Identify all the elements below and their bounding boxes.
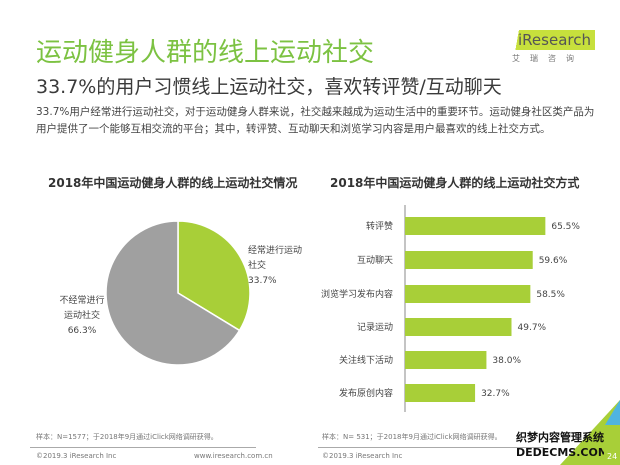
bar: [405, 384, 476, 402]
copyright-left: ©2019.3 iResearch Inc: [36, 452, 117, 460]
bar-value-label: 32.7%: [481, 389, 510, 399]
bar-category-label: 转评赞: [366, 220, 393, 232]
page-subtitle: 33.7%的用户习惯线上运动社交，喜欢转评赞/互动聊天: [36, 76, 502, 98]
bar-category-label: 发布原创内容: [339, 387, 393, 399]
page-number: 24: [607, 452, 618, 461]
bar-value-label: 58.5%: [536, 290, 565, 300]
bar: [405, 285, 531, 303]
watermark: 织梦内容管理系统 DEDECMS.COM: [516, 430, 604, 460]
pie-label-frequent: 33.7%: [248, 276, 277, 286]
sample-note-right: 样本：N= 531；于2018年9月通过iClick网络调研获得。: [322, 433, 502, 441]
logo-word: iResearch: [512, 30, 595, 50]
page-title: 运动健身人群的线上运动社交: [36, 38, 375, 68]
bar-value-label: 49.7%: [518, 323, 547, 333]
logo-cn: 艾瑞咨询: [512, 54, 584, 63]
corner-decoration: [560, 400, 620, 465]
watermark-line1: 织梦内容管理系统: [516, 431, 604, 444]
bar-chart-title: 2018年中国运动健身人群的线上运动社交方式: [330, 176, 580, 190]
pie-slice: [105, 220, 241, 366]
bar: [405, 318, 512, 336]
pie-label-frequent: 社交: [248, 259, 266, 271]
bar-category-label: 关注线下活动: [339, 354, 393, 366]
website-link[interactable]: www.iresearch.com.cn: [194, 452, 273, 460]
sample-note-left: 样本：N=1577；于2018年9月通过iClick网络调研获得。: [36, 433, 218, 441]
bar: [405, 351, 487, 369]
bar-value-label: 65.5%: [551, 222, 580, 232]
footer-divider-right: [318, 447, 544, 448]
pie-label-infrequent: 66.3%: [68, 326, 97, 336]
bar: [405, 251, 533, 269]
footer-divider-left: [30, 447, 256, 448]
bar: [405, 217, 546, 235]
bar-chart: 转评赞 65.5% 互动聊天 59.6% 浏览学习发布内容 58.5% 记录运动 49.7% 关…: [321, 205, 580, 412]
bar-category-label: 记录运动: [357, 322, 393, 333]
pie-label-frequent: 经常进行运动: [248, 244, 302, 256]
watermark-line2: DEDECMS.COM: [516, 446, 604, 459]
iresearch-logo: iResearch 艾瑞咨询: [512, 30, 595, 64]
pie-label-infrequent: 运动社交: [64, 309, 100, 321]
pie-label-infrequent: 不经常进行: [59, 294, 104, 306]
bar-value-label: 38.0%: [492, 356, 521, 366]
bar-category-label: 互动聊天: [357, 254, 393, 266]
pie-chart-title: 2018年中国运动健身人群的线上运动社交情况: [48, 176, 298, 190]
bar-category-label: 浏览学习发布内容: [321, 288, 393, 300]
summary-text: 33.7%用户经常进行运动社交，对于运动健身人群来说，社交越来越成为运动生活中的…: [36, 106, 595, 135]
bar-value-label: 59.6%: [539, 256, 568, 266]
copyright-right: ©2019.3 iResearch Inc: [322, 452, 403, 460]
